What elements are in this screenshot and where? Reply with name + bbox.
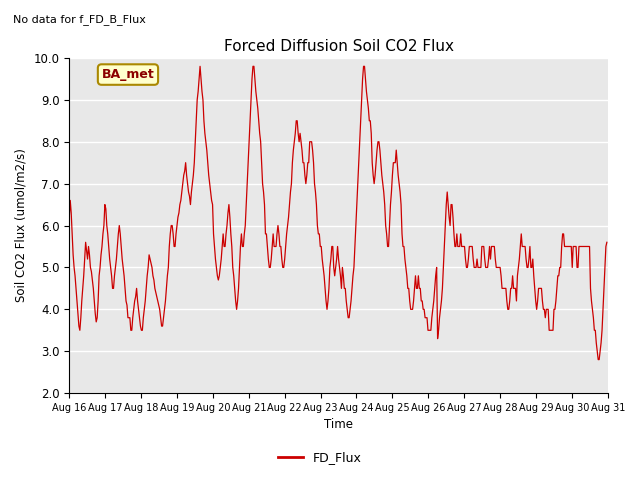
X-axis label: Time: Time <box>324 419 353 432</box>
Text: BA_met: BA_met <box>102 68 154 81</box>
Legend: FD_Flux: FD_Flux <box>273 446 367 469</box>
Text: No data for f_FD_B_Flux: No data for f_FD_B_Flux <box>13 14 146 25</box>
Title: Forced Diffusion Soil CO2 Flux: Forced Diffusion Soil CO2 Flux <box>223 39 454 54</box>
Y-axis label: Soil CO2 Flux (umol/m2/s): Soil CO2 Flux (umol/m2/s) <box>15 149 28 302</box>
